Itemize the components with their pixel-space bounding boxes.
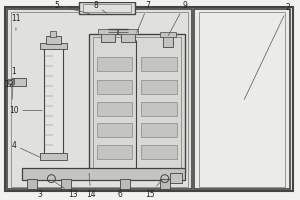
Bar <box>79 2 135 14</box>
Bar <box>11 12 188 187</box>
Text: 10: 10 <box>9 106 42 115</box>
Bar <box>160 32 176 37</box>
Text: 12: 12 <box>4 80 14 89</box>
Bar <box>46 36 61 44</box>
Bar <box>163 35 173 47</box>
Bar <box>141 145 177 159</box>
Bar <box>170 173 182 183</box>
Bar <box>101 32 115 42</box>
Bar <box>194 9 290 189</box>
Text: 2: 2 <box>244 3 290 100</box>
Text: 13: 13 <box>52 180 78 199</box>
Bar <box>22 168 185 180</box>
Text: 4: 4 <box>11 141 40 157</box>
Text: 7: 7 <box>137 1 151 32</box>
Text: 3: 3 <box>33 189 42 199</box>
Bar <box>83 4 131 12</box>
Bar <box>97 102 132 116</box>
Bar <box>141 102 177 116</box>
Text: 5: 5 <box>54 1 89 14</box>
Text: 11: 11 <box>11 14 21 30</box>
Bar <box>122 32 135 42</box>
Bar <box>61 179 71 189</box>
Bar <box>160 179 170 189</box>
Bar <box>93 37 181 168</box>
Bar <box>141 57 177 71</box>
Bar <box>118 29 138 34</box>
Bar <box>120 179 130 189</box>
Bar <box>89 34 184 172</box>
Text: 1: 1 <box>12 67 16 99</box>
Bar <box>7 9 192 189</box>
Bar <box>141 80 177 94</box>
Text: 8: 8 <box>93 1 106 13</box>
Bar <box>97 80 132 94</box>
Bar <box>12 78 26 86</box>
Bar <box>97 145 132 159</box>
Text: 9: 9 <box>168 1 187 35</box>
Text: 15: 15 <box>145 181 161 199</box>
Bar <box>27 179 37 189</box>
Bar <box>141 123 177 137</box>
Bar <box>199 12 285 187</box>
Bar <box>44 47 63 155</box>
Bar <box>97 57 132 71</box>
Text: 6: 6 <box>118 181 123 199</box>
Bar <box>8 79 14 84</box>
Bar <box>40 43 67 49</box>
Text: 14: 14 <box>86 173 96 199</box>
Bar <box>40 153 67 160</box>
Bar <box>50 31 56 37</box>
Bar <box>97 123 132 137</box>
Bar <box>98 29 118 34</box>
